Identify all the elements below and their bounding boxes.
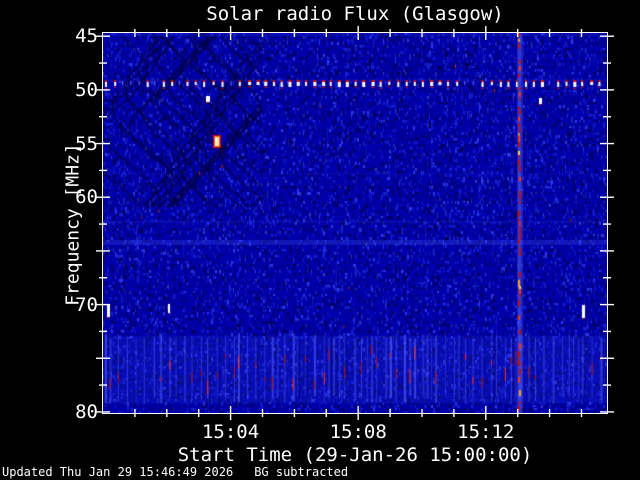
y-tick-label: 55	[75, 132, 98, 155]
y-tick-label: 45	[75, 25, 98, 48]
updated-text: Updated Thu Jan 29 15:46:49 2026	[2, 465, 234, 479]
x-axis-title: Start Time (29-Jan-26 15:00:00)	[177, 444, 533, 466]
chart-title: Solar radio Flux (Glasgow)	[206, 3, 504, 25]
spectrogram-canvas	[103, 33, 607, 413]
y-tick-label: 70	[75, 293, 98, 316]
x-tick-label: 15:04	[201, 421, 260, 443]
y-tick-label: 80	[75, 400, 98, 423]
y-tick-label: 60	[75, 186, 98, 209]
y-tick-label: 50	[75, 78, 98, 101]
x-tick-label: 15:12	[457, 421, 515, 443]
status-line: Updated Thu Jan 29 15:46:49 2026 BG subtr…	[2, 465, 348, 479]
bg-subtracted-text: BG subtracted	[254, 465, 349, 479]
x-tick-label: 15:08	[329, 421, 387, 443]
